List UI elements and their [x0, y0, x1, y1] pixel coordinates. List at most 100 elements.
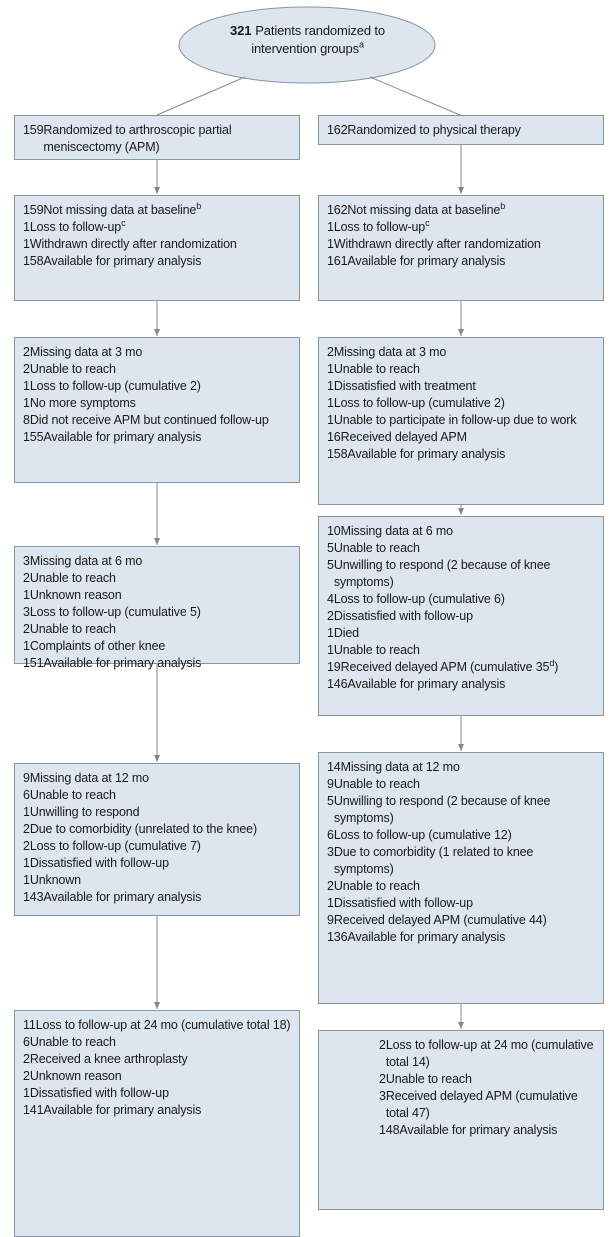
text: Loss to follow-up (cumulative 5)	[30, 604, 201, 621]
label: Died	[333, 626, 359, 640]
row: 5 Unwilling to respond (2 because of knee…	[327, 557, 595, 591]
count: 1	[23, 237, 30, 251]
label: Available for primary analysis	[43, 254, 202, 268]
row: 162 Not missing data at baselineb	[327, 201, 595, 219]
item: 9 Missing data at 12 mo 6 Unable to reach 1 U…	[23, 770, 291, 838]
count: 2	[327, 609, 334, 623]
count: 5	[327, 558, 334, 572]
item: 3 Loss to follow-up (cumulative 5) 2 Unable…	[23, 604, 291, 655]
text: Missing data at 3 mo	[30, 344, 142, 361]
row: 1 Dissatisfied with treatment	[327, 378, 595, 395]
count: 151	[23, 656, 44, 670]
item: 2 Loss to follow-up (cumulative 7) 1 Dissat…	[23, 838, 291, 889]
label: Loss to follow-up (cumulative 5)	[29, 605, 201, 619]
text: Unable to reach	[30, 621, 116, 638]
count: 2	[23, 839, 30, 853]
label: Unable to participate in follow-up due t…	[333, 413, 577, 427]
label: Dissatisfied with treatment	[333, 379, 476, 393]
sub: 9 Unable to reach 5 Unwilling to respond (2…	[327, 776, 595, 827]
row: 9 Unable to reach	[327, 776, 595, 793]
item: 1 Unable to participate in follow-up due …	[327, 412, 595, 429]
item: 1 Dissatisfied with treatment	[327, 378, 595, 395]
item: 8 Did not receive APM but continued follo…	[23, 412, 291, 429]
item: 6 Unable to reach	[23, 787, 291, 804]
text: Unable to reach	[30, 361, 116, 378]
footnote: b	[196, 200, 202, 211]
label: Missing data at 6 mo	[340, 524, 453, 538]
count: 1	[23, 396, 30, 410]
item: 5 Unwilling to respond (2 because of knee…	[327, 793, 595, 827]
label: Randomized to arthroscopic partial menis…	[43, 123, 232, 154]
text: Unable to reach	[30, 787, 116, 804]
count: 158	[23, 254, 44, 268]
count: 1	[327, 413, 334, 427]
sub: 3 Due to comorbidity (1 related to knee s…	[327, 844, 595, 912]
label: Unable to reach	[29, 571, 116, 585]
text: Complaints of other knee	[30, 638, 166, 655]
sub: 5 Unable to reach 5 Unwilling to respond (2…	[327, 540, 595, 591]
label: Unwilling to respond	[29, 805, 140, 819]
count: 155	[23, 430, 44, 444]
text: Missing data at 3 mo	[334, 344, 446, 361]
flow-box: 162 Not missing data at baselineb 1 Loss to…	[318, 195, 604, 301]
item: 1 Unable to reach	[327, 361, 595, 378]
count: 2	[23, 362, 30, 376]
text: Available for primary analysis	[43, 253, 201, 270]
row: 6 Loss to follow-up (cumulative 12)	[327, 827, 595, 844]
item: 1 Dissatisfied with follow-up	[23, 1085, 291, 1102]
label: Did not receive APM but continued follow…	[29, 413, 269, 427]
item: 2 Unable to reach	[379, 1071, 595, 1088]
text: Available for primary analysis	[43, 655, 201, 672]
item: 1 Dissatisfied with follow-up	[327, 895, 595, 912]
count: 1	[327, 643, 334, 657]
item: 1 Unwilling to respond	[23, 804, 291, 821]
count: 158	[327, 447, 348, 461]
text: Loss to follow-up (cumulative 12)	[334, 827, 512, 844]
label: Loss to follow-up (cumulative 2)	[29, 379, 201, 393]
label: No more symptoms	[29, 396, 136, 410]
count: 162	[327, 203, 348, 217]
count: 162	[327, 123, 348, 137]
text: Missing data at 12 mo	[30, 770, 149, 787]
sub: 1 Unable to participate in follow-up due …	[327, 412, 595, 429]
flow-box: 11 Loss to follow-up at 24 mo (cumulative…	[14, 1010, 300, 1237]
text: Unable to reach	[334, 776, 420, 793]
count: 3	[23, 554, 30, 568]
text: Dissatisfied with follow-up	[30, 1085, 169, 1102]
item: 9 Received delayed APM (cumulative 44)	[327, 912, 595, 929]
text: Received delayed APM (cumulative 44)	[334, 912, 547, 929]
row: 143 Available for primary analysis	[23, 889, 291, 906]
label: Missing data at 12 mo	[340, 760, 460, 774]
label: Missing data at 3 mo	[29, 345, 143, 359]
row: 2 Received a knee arthroplasty	[23, 1051, 291, 1068]
row: 1 Dissatisfied with follow-up	[23, 855, 291, 872]
sub: 6 Unable to reach 1 Unwilling to respond 2 Du…	[23, 787, 291, 838]
footnote: c	[121, 217, 126, 228]
row: 2 Loss to follow-up (cumulative 7)	[23, 838, 291, 855]
count: 1	[327, 626, 334, 640]
label: Available for primary analysis	[347, 447, 506, 461]
row: 1 Unable to reach	[327, 361, 595, 378]
sub: 2 Unable to reach 1 Complaints of other kne…	[23, 621, 291, 655]
label: Dissatisfied with follow-up	[29, 1086, 169, 1100]
item: 146 Available for primary analysis	[327, 676, 595, 693]
text: Dissatisfied with follow-up	[334, 895, 473, 912]
count: 1	[327, 220, 334, 234]
row: 1 Unable to reach	[327, 642, 595, 659]
text: Unwilling to respond	[30, 804, 140, 821]
item: 151 Available for primary analysis	[23, 655, 291, 672]
row: 155 Available for primary analysis	[23, 429, 291, 446]
row: 148 Available for primary analysis	[379, 1122, 595, 1139]
text: Available for primary analysis	[43, 429, 201, 446]
row: 1 Unknown reason	[23, 587, 291, 604]
label: Loss to follow-up at 24 mo (cumulative t…	[35, 1018, 291, 1032]
flow-box: 2 Missing data at 3 mo 1 Unable to reach 1 Di…	[318, 337, 604, 505]
row: 1 Complaints of other knee	[23, 638, 291, 655]
label: Loss to follow-up at 24 mo (cumulative t…	[385, 1038, 594, 1069]
row: 10 Missing data at 6 mo	[327, 523, 595, 540]
text: Unable to reach	[30, 1034, 116, 1051]
count: 2	[23, 822, 30, 836]
row: 2 Dissatisfied with follow-up	[327, 608, 595, 625]
item: 6 Loss to follow-up (cumulative 12) 3 Due t…	[327, 827, 595, 912]
row: 2 Missing data at 3 mo	[327, 344, 595, 361]
